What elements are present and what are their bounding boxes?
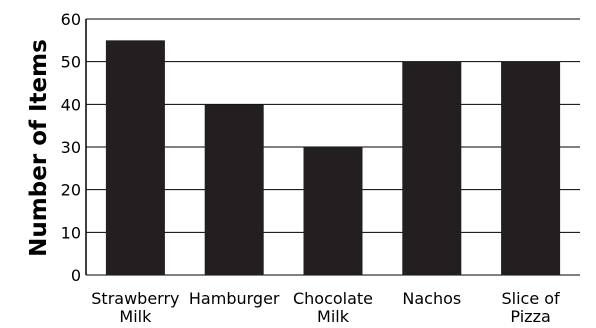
y-axis: 0 10 20 30 40 50 60 [61, 10, 87, 285]
x-category-label: Hamburger [189, 289, 280, 308]
x-category-label: Nachos [402, 289, 461, 308]
bars [105, 40, 561, 276]
bar [204, 104, 264, 275]
y-tick-label: 40 [61, 95, 81, 114]
x-category-label: Chocolate Milk [293, 289, 373, 326]
bar [105, 40, 165, 276]
y-tick-label: 10 [61, 223, 81, 242]
y-tick-label: 30 [61, 138, 81, 157]
y-tick-label: 60 [61, 10, 81, 29]
bar [303, 147, 363, 275]
bar [402, 61, 462, 275]
x-category-label: Slice of Pizza [501, 289, 560, 326]
x-category-label: Strawberry Milk [91, 289, 179, 326]
y-axis-title: Number of Items [26, 39, 52, 257]
y-tick-label: 0 [71, 266, 81, 285]
bar [501, 61, 561, 275]
x-axis-labels: Strawberry Milk Hamburger Chocolate Milk Nach… [91, 289, 560, 326]
y-tick-label: 50 [61, 53, 81, 72]
y-tick-label: 20 [61, 181, 81, 200]
